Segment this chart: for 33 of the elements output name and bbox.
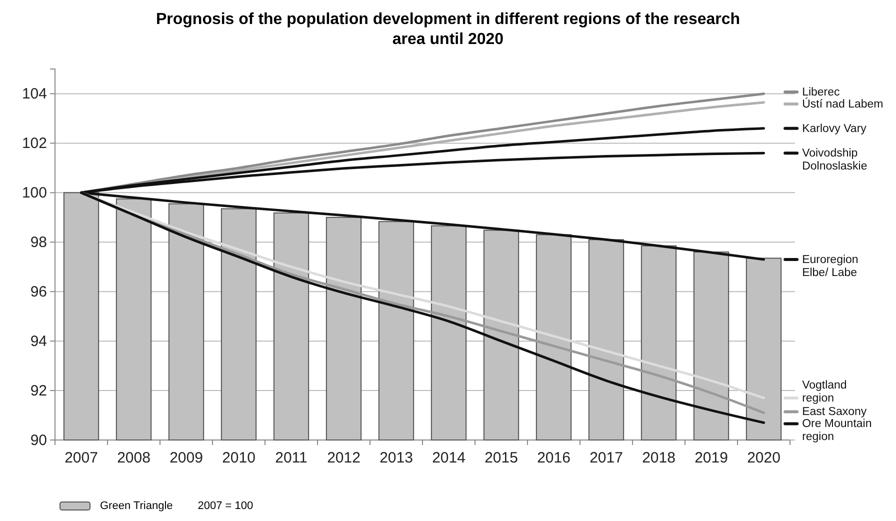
y-tick-label: 102 [22,135,47,152]
x-tick-label: 2017 [590,450,623,467]
x-tick-label: 2012 [327,450,360,467]
y-tick-label: 90 [30,432,47,449]
legend-label: Green Triangle [100,500,173,512]
y-tick-label: 98 [30,234,47,251]
legend-label: Ústí nad Labem [802,98,884,111]
legend-label: Voivodship Dolnoslaskie [802,148,868,173]
legend-label: Vogtland region [802,379,847,404]
legend-label: Euroregion Elbe/ Labe [802,254,858,279]
x-tick-label: 2014 [432,450,466,467]
y-tick-label: 96 [30,283,47,300]
x-tick-label: 2015 [484,450,518,467]
y-tick-label: 92 [30,382,47,400]
x-tick-label: 2013 [380,450,413,467]
y-tick-label: 100 [22,184,47,202]
x-tick-label: 2007 [64,450,98,467]
x-tick-label: 2016 [537,450,570,467]
x-tick-label: 2010 [222,450,256,467]
legend-label: Liberec [802,86,840,99]
text: 2007 = 100 [198,500,254,512]
x-tick-label: 2009 [170,450,203,467]
y-tick-label: 104 [22,86,47,103]
x-tick-label: 2019 [694,450,728,467]
x-tick-label: 2008 [117,450,150,467]
legend-label: Ore Mountain region [802,418,872,444]
y-tick-label: 94 [30,332,47,350]
x-tick-label: 2011 [275,450,308,467]
legend-label: Karlovy Vary [802,122,867,135]
legend-label: East Saxony [802,406,867,418]
chart-title: Prognosis of the population development in different regions of the research area until 2020 [156,11,740,48]
x-tick-label: 2020 [747,450,780,467]
x-tick-label: 2018 [642,450,676,467]
